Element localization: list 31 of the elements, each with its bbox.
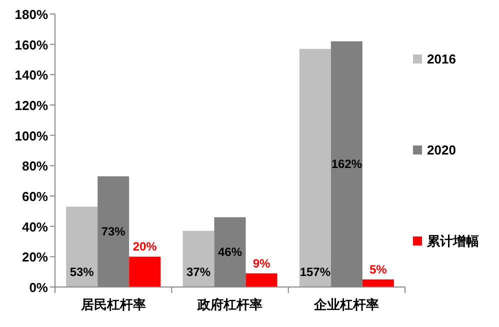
x-tick-label: 政府杠杆率 xyxy=(196,297,262,312)
bar xyxy=(182,230,214,287)
y-tick-label: 140% xyxy=(14,68,48,83)
y-tick-label: 0% xyxy=(29,280,48,295)
data-label: 162% xyxy=(331,157,362,172)
bar xyxy=(362,279,394,287)
legend-label: 累计增幅 xyxy=(426,234,479,248)
y-tick-label: 100% xyxy=(14,128,48,144)
data-label: 20% xyxy=(132,240,158,254)
y-tick-label: 60% xyxy=(22,189,48,204)
data-label: 46% xyxy=(218,245,242,260)
data-label: 5% xyxy=(369,262,388,276)
y-tick-label: 180% xyxy=(14,7,48,22)
data-label: 157% xyxy=(300,265,331,279)
legend-label: 2016 xyxy=(427,52,456,66)
x-tick-label: 企业杠杆率 xyxy=(313,297,380,312)
bar xyxy=(246,273,278,287)
y-tick-label: 40% xyxy=(22,219,48,234)
bar xyxy=(299,48,331,287)
data-label: 37% xyxy=(186,265,211,279)
data-label: 73% xyxy=(101,224,126,239)
bar xyxy=(66,206,98,287)
legend-label: 2020 xyxy=(427,142,456,158)
x-tick-label: 居民杠杆率 xyxy=(80,297,146,312)
data-label: 9% xyxy=(252,256,270,270)
y-tick-label: 20% xyxy=(22,250,48,265)
data-label: 53% xyxy=(70,265,94,279)
y-tick-label: 120% xyxy=(14,98,48,113)
y-tick-label: 80% xyxy=(22,158,48,174)
bar xyxy=(129,256,161,287)
y-tick-label: 160% xyxy=(14,37,48,52)
